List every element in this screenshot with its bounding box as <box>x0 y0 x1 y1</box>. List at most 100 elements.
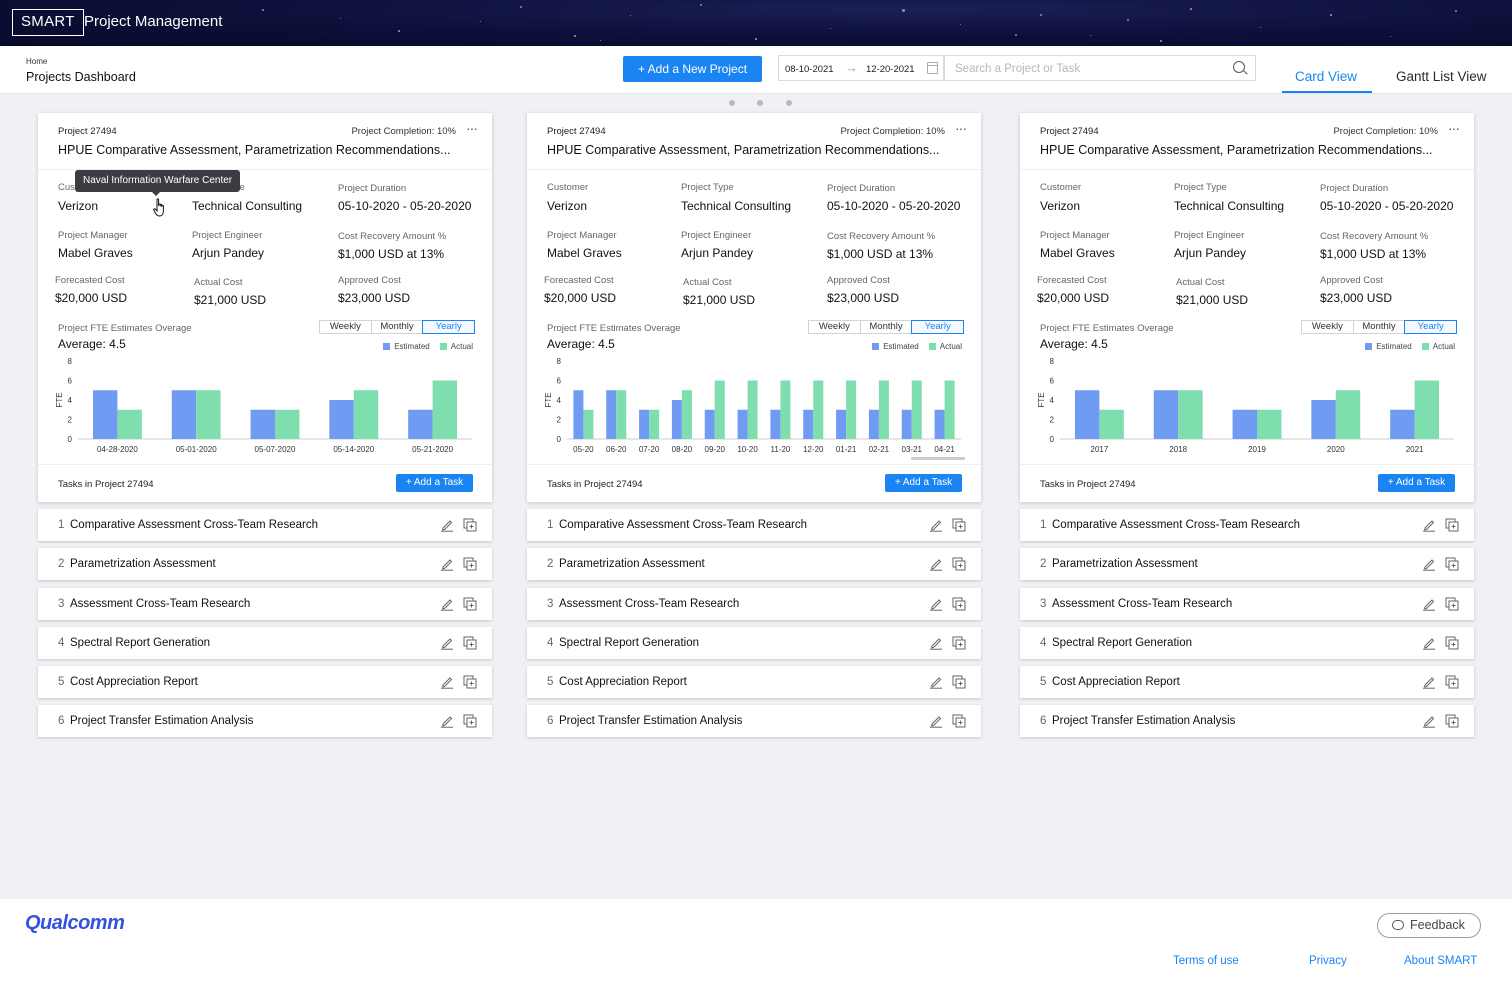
edit-icon[interactable] <box>1422 557 1436 571</box>
edit-icon[interactable] <box>440 518 454 532</box>
task-row[interactable]: 4 Spectral Report Generation <box>38 627 492 659</box>
duplicate-icon[interactable] <box>1445 714 1459 728</box>
breadcrumb[interactable]: Home <box>26 57 48 66</box>
edit-icon[interactable] <box>1422 636 1436 650</box>
period-monthly-button[interactable]: Monthly <box>861 321 913 333</box>
task-row[interactable]: 5 Cost Appreciation Report <box>527 666 981 698</box>
more-options-icon[interactable]: ··· <box>466 120 478 136</box>
task-name[interactable]: Assessment Cross-Team Research <box>1052 598 1233 610</box>
add-task-button[interactable]: + Add a Task <box>396 474 473 492</box>
task-name[interactable]: Parametrization Assessment <box>1052 558 1198 570</box>
task-row[interactable]: 1 Comparative Assessment Cross-Team Resea… <box>527 509 981 541</box>
end-date[interactable]: 12-20-2021 <box>866 64 915 75</box>
task-row[interactable]: 6 Project Transfer Estimation Analysis <box>527 705 981 737</box>
duplicate-icon[interactable] <box>952 675 966 689</box>
project-title[interactable]: HPUE Comparative Assessment, Parametriza… <box>1040 143 1433 157</box>
period-yearly-button[interactable]: Yearly <box>1404 320 1458 334</box>
edit-icon[interactable] <box>929 518 943 532</box>
edit-icon[interactable] <box>929 597 943 611</box>
edit-icon[interactable] <box>440 597 454 611</box>
task-name[interactable]: Project Transfer Estimation Analysis <box>559 715 743 727</box>
edit-icon[interactable] <box>929 636 943 650</box>
task-name[interactable]: Assessment Cross-Team Research <box>559 598 740 610</box>
date-range-picker[interactable]: 08-10-2021 → 12-20-2021 <box>778 55 944 81</box>
duplicate-icon[interactable] <box>463 714 477 728</box>
about-smart-link[interactable]: About SMART <box>1404 955 1478 967</box>
task-row[interactable]: 2 Parametrization Assessment <box>38 548 492 580</box>
task-name[interactable]: Cost Appreciation Report <box>70 676 198 688</box>
task-row[interactable]: 1 Comparative Assessment Cross-Team Resea… <box>38 509 492 541</box>
task-name[interactable]: Cost Appreciation Report <box>1052 676 1180 688</box>
duplicate-icon[interactable] <box>463 518 477 532</box>
task-row[interactable]: 3 Assessment Cross-Team Research <box>1020 588 1474 620</box>
edit-icon[interactable] <box>929 714 943 728</box>
task-name[interactable]: Spectral Report Generation <box>70 637 210 649</box>
privacy-link[interactable]: Privacy <box>1309 955 1347 967</box>
terms-of-use-link[interactable]: Terms of use <box>1173 955 1239 967</box>
period-toggle[interactable]: Weekly Monthly Yearly <box>808 320 965 334</box>
duplicate-icon[interactable] <box>952 597 966 611</box>
period-monthly-button[interactable]: Monthly <box>372 321 424 333</box>
task-name[interactable]: Assessment Cross-Team Research <box>70 598 251 610</box>
task-row[interactable]: 3 Assessment Cross-Team Research <box>527 588 981 620</box>
task-name[interactable]: Comparative Assessment Cross-Team Resear… <box>559 519 807 531</box>
duplicate-icon[interactable] <box>1445 597 1459 611</box>
duplicate-icon[interactable] <box>463 636 477 650</box>
edit-icon[interactable] <box>1422 714 1436 728</box>
carousel-dot[interactable] <box>729 100 735 106</box>
edit-icon[interactable] <box>1422 597 1436 611</box>
chart-scrollbar[interactable] <box>911 457 965 460</box>
duplicate-icon[interactable] <box>1445 557 1459 571</box>
duplicate-icon[interactable] <box>463 597 477 611</box>
add-task-button[interactable]: + Add a Task <box>1378 474 1455 492</box>
task-row[interactable]: 5 Cost Appreciation Report <box>1020 666 1474 698</box>
project-title[interactable]: HPUE Comparative Assessment, Parametriza… <box>547 143 940 157</box>
duplicate-icon[interactable] <box>952 636 966 650</box>
period-toggle[interactable]: Weekly Monthly Yearly <box>1301 320 1458 334</box>
app-logo[interactable]: SMART <box>12 9 84 36</box>
task-row[interactable]: 2 Parametrization Assessment <box>527 548 981 580</box>
task-row[interactable]: 6 Project Transfer Estimation Analysis <box>38 705 492 737</box>
period-weekly-button[interactable]: Weekly <box>809 321 861 333</box>
carousel-dot[interactable] <box>786 100 792 106</box>
task-name[interactable]: Project Transfer Estimation Analysis <box>70 715 254 727</box>
task-name[interactable]: Spectral Report Generation <box>1052 637 1192 649</box>
task-row[interactable]: 2 Parametrization Assessment <box>1020 548 1474 580</box>
task-name[interactable]: Comparative Assessment Cross-Team Resear… <box>1052 519 1300 531</box>
add-new-project-button[interactable]: + Add a New Project <box>623 56 762 82</box>
duplicate-icon[interactable] <box>1445 518 1459 532</box>
task-row[interactable]: 4 Spectral Report Generation <box>527 627 981 659</box>
edit-icon[interactable] <box>440 675 454 689</box>
task-row[interactable]: 1 Comparative Assessment Cross-Team Resea… <box>1020 509 1474 541</box>
tab-card-view[interactable]: Card View <box>1295 69 1358 84</box>
edit-icon[interactable] <box>1422 675 1436 689</box>
edit-icon[interactable] <box>440 714 454 728</box>
more-options-icon[interactable]: ··· <box>1448 120 1460 136</box>
task-name[interactable]: Parametrization Assessment <box>559 558 705 570</box>
period-weekly-button[interactable]: Weekly <box>320 321 372 333</box>
task-row[interactable]: 5 Cost Appreciation Report <box>38 666 492 698</box>
task-row[interactable]: 4 Spectral Report Generation <box>1020 627 1474 659</box>
qualcomm-logo[interactable]: Qualcomm <box>25 912 125 934</box>
edit-icon[interactable] <box>440 557 454 571</box>
period-weekly-button[interactable]: Weekly <box>1302 321 1354 333</box>
search-icon[interactable] <box>1233 61 1245 73</box>
calendar-icon[interactable] <box>927 62 938 74</box>
period-yearly-button[interactable]: Yearly <box>911 320 965 334</box>
edit-icon[interactable] <box>929 557 943 571</box>
task-name[interactable]: Cost Appreciation Report <box>559 676 687 688</box>
task-name[interactable]: Spectral Report Generation <box>559 637 699 649</box>
task-row[interactable]: 3 Assessment Cross-Team Research <box>38 588 492 620</box>
period-yearly-button[interactable]: Yearly <box>422 320 476 334</box>
add-task-button[interactable]: + Add a Task <box>885 474 962 492</box>
carousel-dot[interactable] <box>757 100 763 106</box>
period-monthly-button[interactable]: Monthly <box>1354 321 1406 333</box>
duplicate-icon[interactable] <box>952 518 966 532</box>
duplicate-icon[interactable] <box>1445 636 1459 650</box>
edit-icon[interactable] <box>1422 518 1436 532</box>
feedback-button[interactable]: Feedback <box>1377 913 1481 938</box>
project-title[interactable]: HPUE Comparative Assessment, Parametriza… <box>58 143 451 157</box>
task-row[interactable]: 6 Project Transfer Estimation Analysis <box>1020 705 1474 737</box>
search-box[interactable] <box>944 55 1256 81</box>
start-date[interactable]: 08-10-2021 <box>785 64 834 75</box>
